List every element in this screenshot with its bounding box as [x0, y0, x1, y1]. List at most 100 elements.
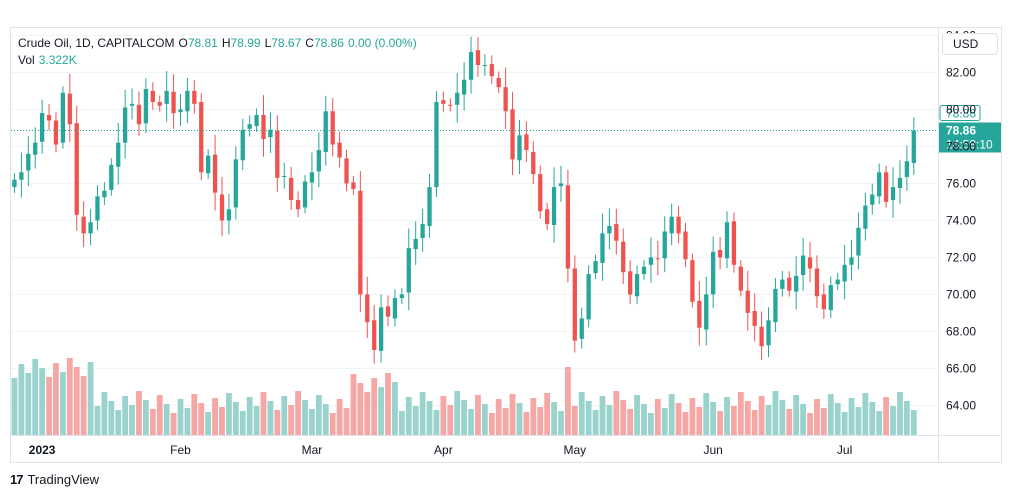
- candle-body: [337, 142, 342, 158]
- candle-body: [392, 298, 398, 319]
- candle-body: [351, 182, 356, 189]
- volume-bar: [772, 391, 779, 435]
- candle-body: [212, 154, 218, 193]
- volume-bar: [253, 406, 260, 435]
- volume-bar: [744, 401, 751, 435]
- candle-body: [780, 279, 785, 289]
- candle-body: [517, 135, 522, 161]
- grid: [11, 34, 938, 406]
- volume-bar: [302, 400, 308, 435]
- volume-bar: [212, 398, 218, 435]
- volume-bar: [336, 399, 343, 435]
- y-tick-label: 76.00: [946, 176, 976, 190]
- candle-body: [309, 172, 315, 183]
- volume-bar: [654, 399, 661, 435]
- candle-body: [800, 255, 806, 275]
- candle-body: [413, 238, 418, 250]
- candle-body: [538, 174, 543, 212]
- volume-bar: [834, 403, 841, 435]
- candle-body: [461, 79, 467, 95]
- volume-bar: [544, 393, 551, 435]
- candle-body: [828, 285, 833, 311]
- candle-body: [614, 224, 619, 241]
- legend-symbol[interactable]: Crude Oil, 1D, CAPITALCOM: [18, 36, 175, 50]
- volume-bar: [751, 410, 758, 435]
- volume-bar: [281, 396, 288, 435]
- candle-body: [192, 90, 197, 104]
- volume-bar: [246, 397, 253, 435]
- candle-body: [856, 227, 861, 256]
- candle-body: [794, 275, 799, 292]
- candle-body: [330, 111, 335, 145]
- volume-bar: [385, 373, 391, 435]
- candle-body: [676, 216, 681, 234]
- volume-bar: [779, 400, 786, 435]
- volume-bar: [136, 391, 142, 435]
- volume-bar: [315, 395, 322, 435]
- volume-bar: [682, 412, 689, 435]
- candle-body: [759, 326, 764, 347]
- legend-volume-label: Vol: [18, 53, 35, 67]
- volume-bar: [288, 405, 295, 435]
- volume-bar: [260, 392, 267, 435]
- candle-body: [171, 91, 176, 114]
- candle-body: [365, 294, 370, 323]
- legend-volume-row: Vol 3.322K: [18, 52, 421, 69]
- candle-body: [385, 306, 391, 317]
- candle-body: [67, 93, 72, 125]
- volume-bar: [170, 413, 177, 435]
- candle-body: [690, 260, 695, 302]
- candle-body: [95, 196, 100, 221]
- y-tick-label: 80.00: [946, 102, 976, 116]
- legend-open-value: 78.81: [187, 36, 218, 50]
- volume-bar: [309, 409, 315, 435]
- candle-body: [150, 90, 155, 102]
- volume-bar: [350, 374, 357, 435]
- y-tick-label: 64.00: [946, 398, 976, 412]
- candle-body: [434, 102, 439, 188]
- candle-body: [233, 159, 238, 208]
- volume-bar: [599, 396, 606, 435]
- candle-body: [524, 134, 529, 151]
- y-tick-label: 74.00: [946, 213, 976, 227]
- volume-bar: [800, 404, 807, 435]
- legend-close-label: C: [305, 36, 314, 50]
- volume-bar: [239, 411, 246, 435]
- candle-body: [74, 123, 79, 215]
- candle-body: [773, 288, 778, 323]
- volume-bar: [232, 402, 239, 435]
- legend-high-label: H: [221, 36, 231, 50]
- volume-bar: [66, 358, 73, 435]
- volume-bar: [855, 407, 862, 435]
- candle-body: [455, 92, 460, 105]
- legend-ohlc-row: Crude Oil, 1D, CAPITALCOM O78.81 H78.99 L78…: [18, 35, 421, 52]
- candle-body: [662, 231, 667, 259]
- volume-bar: [426, 401, 433, 435]
- tradingview-brand[interactable]: 17 TradingView: [10, 472, 99, 487]
- candle-body: [240, 129, 245, 161]
- candle-body: [199, 102, 204, 173]
- volume-bar: [177, 399, 184, 435]
- candle-body: [621, 241, 626, 273]
- candle-body: [904, 161, 910, 177]
- volume-bar: [108, 401, 115, 435]
- volume-bar: [46, 377, 52, 435]
- currency-button[interactable]: USD: [942, 33, 998, 55]
- candle-body: [683, 231, 688, 260]
- brand-name: TradingView: [27, 472, 100, 487]
- candle-body: [219, 194, 225, 221]
- volume-bar: [405, 397, 412, 435]
- candle-body: [178, 109, 183, 113]
- candle-body: [870, 194, 875, 205]
- candle-body: [503, 87, 508, 112]
- volume-bar: [558, 411, 564, 435]
- candle-body: [807, 257, 813, 269]
- ask-price-box: [939, 104, 981, 121]
- volume-bar: [115, 410, 122, 435]
- volume-bar: [737, 392, 744, 435]
- candle-body: [531, 151, 536, 175]
- candle-body: [717, 250, 723, 258]
- candle-body: [565, 185, 571, 269]
